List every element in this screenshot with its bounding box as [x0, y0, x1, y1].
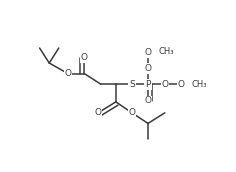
- Text: CH₃: CH₃: [158, 47, 174, 56]
- Text: O: O: [144, 48, 152, 57]
- Text: O: O: [178, 80, 185, 89]
- Text: P: P: [145, 80, 151, 89]
- Text: O: O: [144, 64, 152, 73]
- Text: O: O: [144, 96, 152, 105]
- Text: O: O: [81, 53, 88, 62]
- Text: O: O: [178, 80, 185, 89]
- Text: S: S: [129, 80, 135, 89]
- Text: O: O: [161, 80, 168, 89]
- Text: O: O: [95, 108, 101, 117]
- Text: CH₃: CH₃: [191, 80, 207, 89]
- Text: O: O: [144, 48, 152, 57]
- Text: O: O: [64, 69, 72, 78]
- Text: O: O: [128, 108, 135, 117]
